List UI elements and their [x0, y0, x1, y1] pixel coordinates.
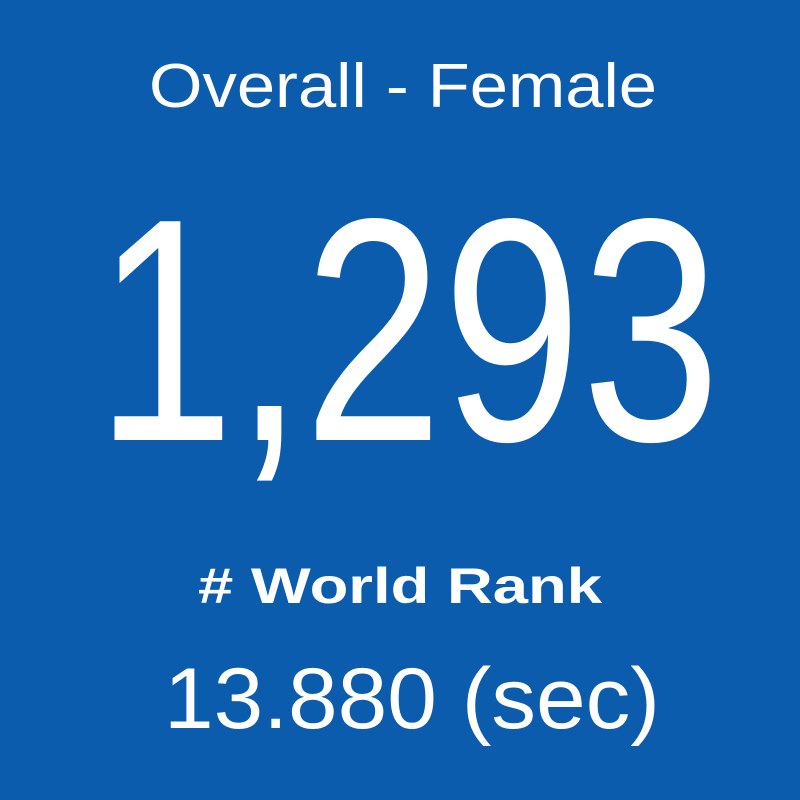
rank-label: # World Rank — [198, 558, 602, 614]
tile-title: Overall - Female — [149, 52, 657, 121]
rank-value: 1,293 — [96, 153, 721, 508]
time-value: 13.880 (sec) — [164, 651, 660, 747]
